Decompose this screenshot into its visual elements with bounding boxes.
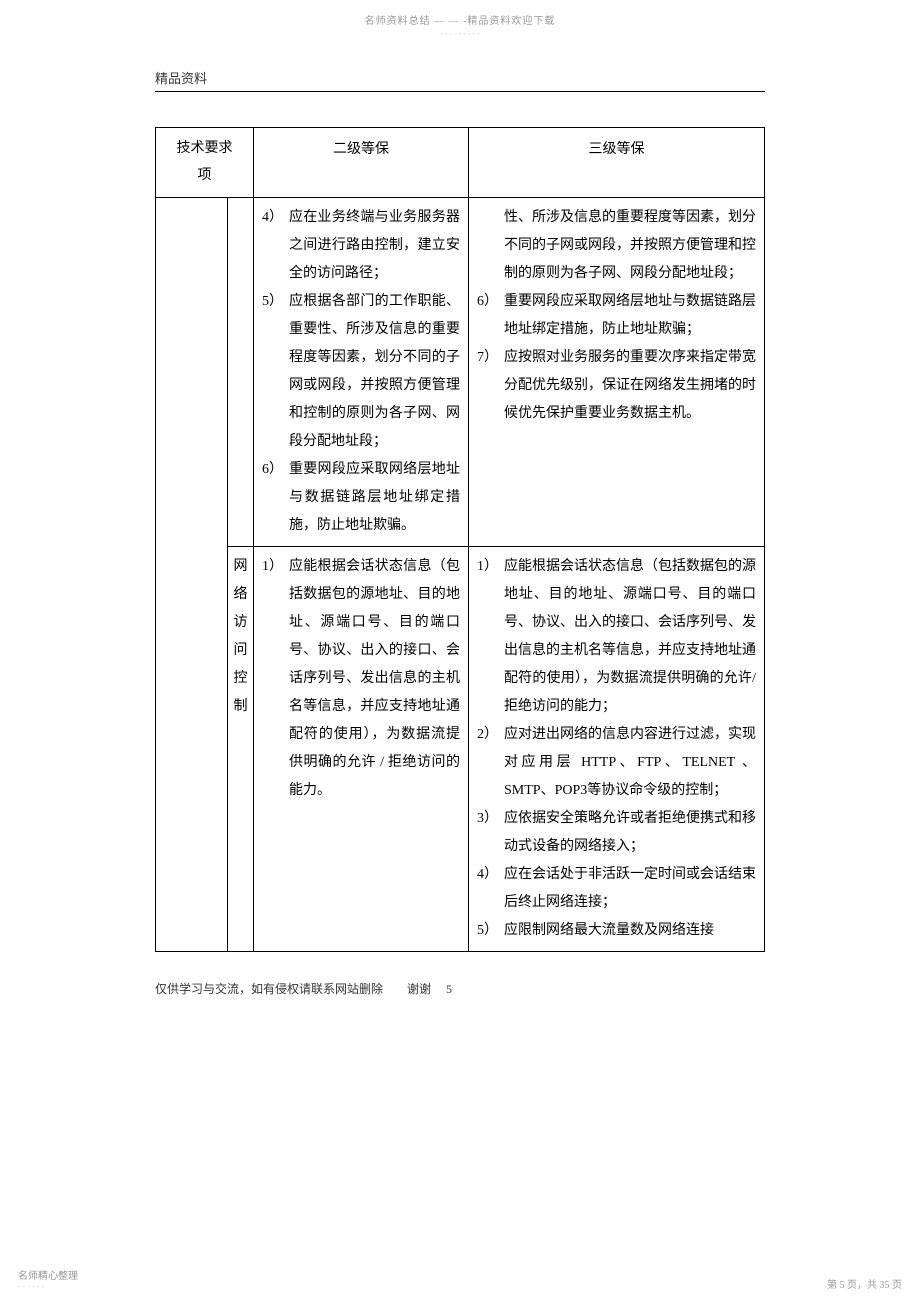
list-item: 7）应按照对业务服务的重要次序来指定带宽分配优先级别，保证在网络发生拥堵的时候优… xyxy=(477,344,756,428)
list-item-text: 应对进出网络的信息内容进行过滤，实现对应用层 HTTP、FTP、TELNET 、… xyxy=(504,721,756,805)
list-item-text: 重要网段应采取网络层地址与数据链路层地址绑定措施，防止地址欺骗。 xyxy=(289,456,460,540)
list-item-text: 应能根据会话状态信息（包括数据包的源地址、目的地址、源端口号、目的端口号、协议、… xyxy=(504,553,756,721)
table-sub-label xyxy=(228,198,254,547)
main-table: 技术要求 项 二级等保 三级等保 4）应在业务终端与业务服务器之间进行路由控制，… xyxy=(155,127,765,952)
table-level3-cell: 0）性、所涉及信息的重要程度等因素，划分不同的子网或网段，并按照方便管理和控制的… xyxy=(469,198,765,547)
list-item: 2）应对进出网络的信息内容进行过滤，实现对应用层 HTTP、FTP、TELNET… xyxy=(477,721,756,805)
list-item: 1）应能根据会话状态信息（包括数据包的源地址、目的地址、源端口号、目的端口号、协… xyxy=(477,553,756,721)
list-item-text: 应在会话处于非活跃一定时间或会话结束后终止网络连接； xyxy=(504,861,756,917)
list-item-number: 5） xyxy=(262,288,283,316)
list-item-number: 4） xyxy=(262,204,283,232)
footer-note-text: 仅供学习与交流，如有侵权请联系网站删除 谢谢 xyxy=(155,982,431,996)
list-item-number: 7） xyxy=(477,344,498,372)
bottom-left-dashes: - - - - - - xyxy=(18,1282,78,1291)
list-item: 5）应根据各部门的工作职能、重要性、所涉及信息的重要程度等因素，划分不同的子网或… xyxy=(262,288,460,456)
table-header-level2: 二级等保 xyxy=(254,128,469,198)
list-item-text: 重要网段应采取网络层地址与数据链路层地址绑定措施，防止地址欺骗； xyxy=(504,288,756,344)
table-header-req-bottom: 项 xyxy=(198,163,212,190)
bottom-right: 第 5 页，共 35 页 xyxy=(827,1276,902,1291)
list-item-number: 1） xyxy=(477,553,498,581)
list-item-number: 4） xyxy=(477,861,498,889)
list-item-number: 5） xyxy=(477,917,498,945)
list-item-number: 2） xyxy=(477,721,498,749)
table-first-col xyxy=(156,198,228,952)
table-level3-cell: 1）应能根据会话状态信息（包括数据包的源地址、目的地址、源端口号、目的端口号、协… xyxy=(469,547,765,952)
footer-note-page: 5 xyxy=(446,982,452,996)
list-item: 4）应在会话处于非活跃一定时间或会话结束后终止网络连接； xyxy=(477,861,756,917)
list-item-number: 6） xyxy=(262,456,283,484)
list-item: 4）应在业务终端与业务服务器之间进行路由控制，建立安全的访问路径； xyxy=(262,204,460,288)
table-header-level3: 三级等保 xyxy=(469,128,765,198)
bottom-left-text: 名师精心整理 xyxy=(18,1267,78,1282)
list-item: 0）性、所涉及信息的重要程度等因素，划分不同的子网或网段，并按照方便管理和控制的… xyxy=(477,204,756,288)
top-header: 名师资料总结 — — -精品资料欢迎下载 xyxy=(0,0,920,29)
list-item: 5）应限制网络最大流量数及网络连接 xyxy=(477,917,756,945)
table-level2-cell: 4）应在业务终端与业务服务器之间进行路由控制，建立安全的访问路径；5）应根据各部… xyxy=(254,198,469,547)
table-header-req: 技术要求 项 xyxy=(156,128,254,198)
list-item-text: 应根据各部门的工作职能、重要性、所涉及信息的重要程度等因素，划分不同的子网或网段… xyxy=(289,288,460,456)
list-item-text: 应依据安全策略允许或者拒绝便携式和移动式设备的网络接入； xyxy=(504,805,756,861)
numbered-list: 1）应能根据会话状态信息（包括数据包的源地址、目的地址、源端口号、目的端口号、协… xyxy=(262,553,460,805)
footer-note: 仅供学习与交流，如有侵权请联系网站删除 谢谢 5 xyxy=(0,952,920,997)
list-item-text: 应能根据会话状态信息（包括数据包的源地址、目的地址、源端口号、目的端口号、协议、… xyxy=(289,553,460,805)
table-header-req-top: 技术要求 xyxy=(177,136,233,163)
table-row: 4）应在业务终端与业务服务器之间进行路由控制，建立安全的访问路径；5）应根据各部… xyxy=(156,198,765,547)
list-item: 3）应依据安全策略允许或者拒绝便携式和移动式设备的网络接入； xyxy=(477,805,756,861)
list-item-number: 1） xyxy=(262,553,283,581)
table-body: 4）应在业务终端与业务服务器之间进行路由控制，建立安全的访问路径；5）应根据各部… xyxy=(156,198,765,952)
list-item: 6）重要网段应采取网络层地址与数据链路层地址绑定措施，防止地址欺骗。 xyxy=(262,456,460,540)
numbered-list: 4）应在业务终端与业务服务器之间进行路由控制，建立安全的访问路径；5）应根据各部… xyxy=(262,204,460,540)
list-item-number: 3） xyxy=(477,805,498,833)
list-item: 1）应能根据会话状态信息（包括数据包的源地址、目的地址、源端口号、目的端口号、协… xyxy=(262,553,460,805)
numbered-list: 0）性、所涉及信息的重要程度等因素，划分不同的子网或网段，并按照方便管理和控制的… xyxy=(477,204,756,428)
list-item-text: 应限制网络最大流量数及网络连接 xyxy=(504,917,756,945)
list-item-text: 性、所涉及信息的重要程度等因素，划分不同的子网或网段，并按照方便管理和控制的原则… xyxy=(504,204,756,288)
section-underline xyxy=(155,91,765,92)
table-sub-label: 网络访问控制 xyxy=(228,547,254,952)
numbered-list: 1）应能根据会话状态信息（包括数据包的源地址、目的地址、源端口号、目的端口号、协… xyxy=(477,553,756,945)
table-row: 网络访问控制1）应能根据会话状态信息（包括数据包的源地址、目的地址、源端口号、目… xyxy=(156,547,765,952)
table-level2-cell: 1）应能根据会话状态信息（包括数据包的源地址、目的地址、源端口号、目的端口号、协… xyxy=(254,547,469,952)
table-header-row: 技术要求 项 二级等保 三级等保 xyxy=(156,128,765,198)
list-item-text: 应在业务终端与业务服务器之间进行路由控制，建立安全的访问路径； xyxy=(289,204,460,288)
list-item: 6）重要网段应采取网络层地址与数据链路层地址绑定措施，防止地址欺骗； xyxy=(477,288,756,344)
list-item-number: 6） xyxy=(477,288,498,316)
content-area: 技术要求 项 二级等保 三级等保 4）应在业务终端与业务服务器之间进行路由控制，… xyxy=(0,127,920,952)
list-item-text: 应按照对业务服务的重要次序来指定带宽分配优先级别，保证在网络发生拥堵的时候优先保… xyxy=(504,344,756,428)
top-header-dashes: - - - - - - - - - xyxy=(0,29,920,68)
bottom-left: 名师精心整理 - - - - - - xyxy=(18,1267,78,1291)
section-label: 精品资料 xyxy=(0,68,920,91)
